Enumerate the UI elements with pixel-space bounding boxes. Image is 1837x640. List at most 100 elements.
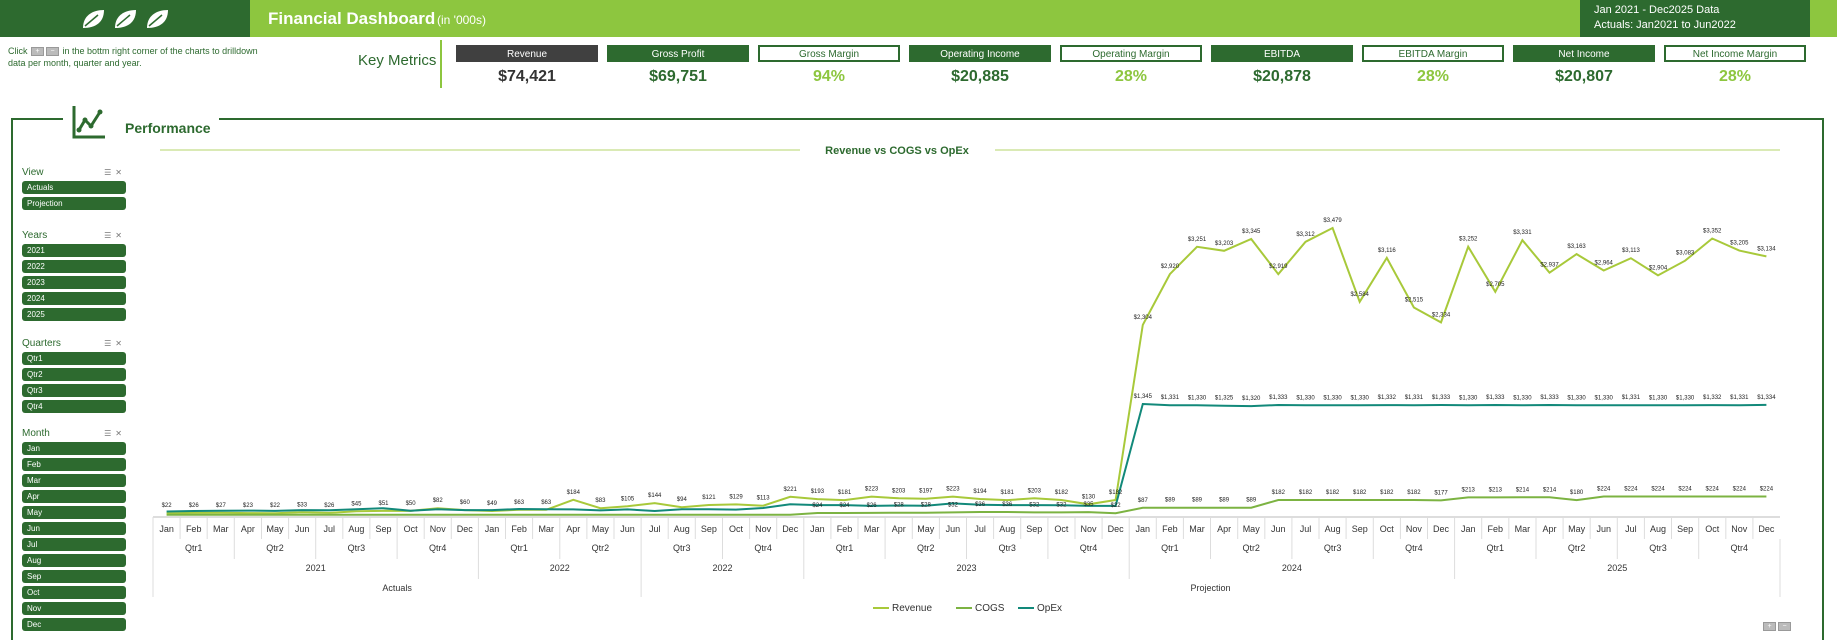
metric-gross-profit: Gross Profit $69,751 — [607, 45, 749, 86]
data-label: $3,134 — [1757, 246, 1776, 252]
data-label: $1,334 — [1757, 395, 1776, 401]
quarter-label: Qtr1 — [1487, 543, 1505, 553]
slicer-item[interactable]: 2024 — [22, 292, 126, 305]
data-label: $129 — [729, 494, 743, 500]
metric-label: EBITDA — [1211, 45, 1353, 62]
data-label: $3,252 — [1459, 237, 1478, 243]
data-label: $1,325 — [1215, 396, 1234, 402]
month-tick-label: Apr — [892, 524, 906, 534]
data-label: $182 — [1353, 490, 1367, 496]
month-tick-label: Oct — [404, 524, 419, 534]
slicer-item[interactable]: 2025 — [22, 308, 126, 321]
multiselect-icon[interactable]: ☰✕ — [104, 168, 126, 177]
slicer-item[interactable]: Qtr3 — [22, 384, 126, 397]
month-tick-label: Nov — [430, 524, 447, 534]
month-tick-label: May — [592, 524, 610, 534]
data-label: $1,330 — [1649, 395, 1668, 401]
slicer-item[interactable]: 2023 — [22, 276, 126, 289]
month-tick-label: Nov — [1731, 524, 1748, 534]
slicer-item[interactable]: Dec — [22, 618, 126, 631]
month-tick-label: Dec — [457, 524, 474, 534]
slicer-item[interactable]: May — [22, 506, 126, 519]
panel-title: Performance — [125, 120, 211, 136]
month-tick-label: Oct — [729, 524, 744, 534]
year-label: 2021 — [306, 563, 326, 573]
slicer-years: Years ☰✕ 2021 2022 2023 2024 2025 — [22, 230, 126, 324]
slicer-item-actuals[interactable]: Actuals — [22, 181, 126, 194]
data-label: $1,330 — [1567, 395, 1586, 401]
multiselect-icon[interactable]: ☰✕ — [104, 231, 126, 240]
slicer-header: View ☰✕ — [22, 167, 126, 181]
month-tick-label: Jul — [649, 524, 661, 534]
collapse-icon[interactable]: − — [1778, 622, 1791, 632]
data-label: $33 — [297, 502, 308, 508]
multiselect-icon[interactable]: ☰✕ — [104, 429, 126, 438]
data-label: $63 — [514, 500, 525, 506]
data-label: $213 — [1462, 487, 1476, 493]
quarter-label: Qtr4 — [1080, 543, 1098, 553]
drilldown-controls[interactable]: + − — [1762, 622, 1792, 632]
top-bar: Financial Dashboard (in '000s) Jan 2021 … — [0, 0, 1837, 37]
slicer-header: Month ☰✕ — [22, 428, 126, 442]
quarter-label: Qtr2 — [592, 543, 610, 553]
slicer-item[interactable]: 2022 — [22, 260, 126, 273]
quarter-label: Qtr1 — [836, 543, 854, 553]
data-label: $121 — [702, 495, 716, 501]
month-tick-label: Dec — [782, 524, 799, 534]
month-tick-label: Mar — [864, 524, 880, 534]
data-label: $182 — [1272, 490, 1286, 496]
slicer-item[interactable]: Jun — [22, 522, 126, 535]
month-tick-label: Sep — [375, 524, 391, 534]
metric-value: $20,878 — [1253, 68, 1311, 85]
data-label: $27 — [216, 503, 227, 509]
slicer-item[interactable]: Nov — [22, 602, 126, 615]
data-label: $113 — [757, 496, 771, 502]
expand-icon[interactable]: + — [1763, 622, 1776, 632]
month-tick-label: Sep — [701, 524, 717, 534]
data-label: $1,330 — [1595, 395, 1614, 401]
data-label: $223 — [865, 487, 879, 493]
data-label: $182 — [1326, 490, 1340, 496]
month-tick-label: Jan — [810, 524, 825, 534]
data-label: $83 — [595, 498, 606, 504]
data-label: $193 — [811, 489, 825, 495]
slicer-item[interactable]: Sep — [22, 570, 126, 583]
data-label: $22 — [270, 503, 281, 509]
data-label: $1,330 — [1351, 395, 1370, 401]
slicer-item[interactable]: 2021 — [22, 244, 126, 257]
slicer-item[interactable]: Jan — [22, 442, 126, 455]
slicer-item[interactable]: Qtr1 — [22, 352, 126, 365]
legend-label: OpEx — [1037, 603, 1062, 614]
slicer-item[interactable]: Oct — [22, 586, 126, 599]
year-label: 2022 — [550, 563, 570, 573]
slicer-item[interactable]: Qtr2 — [22, 368, 126, 381]
quarter-label: Qtr4 — [1731, 543, 1749, 553]
data-label: $3,203 — [1215, 241, 1234, 247]
quarter-label: Qtr1 — [510, 543, 528, 553]
month-tick-label: Mar — [1515, 524, 1531, 534]
slicer-item[interactable]: Jul — [22, 538, 126, 551]
month-tick-label: Jan — [1461, 524, 1476, 534]
slicer-title: Month — [22, 428, 50, 439]
data-label: $3,083 — [1676, 251, 1695, 257]
slicer-header: Years ☰✕ — [22, 230, 126, 244]
slicer-item[interactable]: Mar — [22, 474, 126, 487]
slicer-item[interactable]: Qtr4 — [22, 400, 126, 413]
month-tick-label: Jan — [485, 524, 500, 534]
data-label: $32 — [1029, 502, 1040, 508]
data-label: $1,332 — [1378, 395, 1397, 401]
data-label: $144 — [648, 493, 662, 499]
data-label: $2,904 — [1649, 265, 1668, 271]
metric-gross-margin: Gross Margin 94% — [758, 45, 900, 86]
slicer-item[interactable]: Apr — [22, 490, 126, 503]
metric-value: 94% — [812, 68, 846, 85]
data-label: $45 — [351, 501, 362, 507]
slicer-item[interactable]: Aug — [22, 554, 126, 567]
month-tick-label: Dec — [1433, 524, 1450, 534]
slicer-item-projection[interactable]: Projection — [22, 197, 126, 210]
month-tick-label: Nov — [755, 524, 772, 534]
slicer-item[interactable]: Feb — [22, 458, 126, 471]
multiselect-icon[interactable]: ☰✕ — [104, 339, 126, 348]
metric-value: 28% — [1114, 68, 1148, 85]
data-label: $26 — [189, 503, 200, 509]
